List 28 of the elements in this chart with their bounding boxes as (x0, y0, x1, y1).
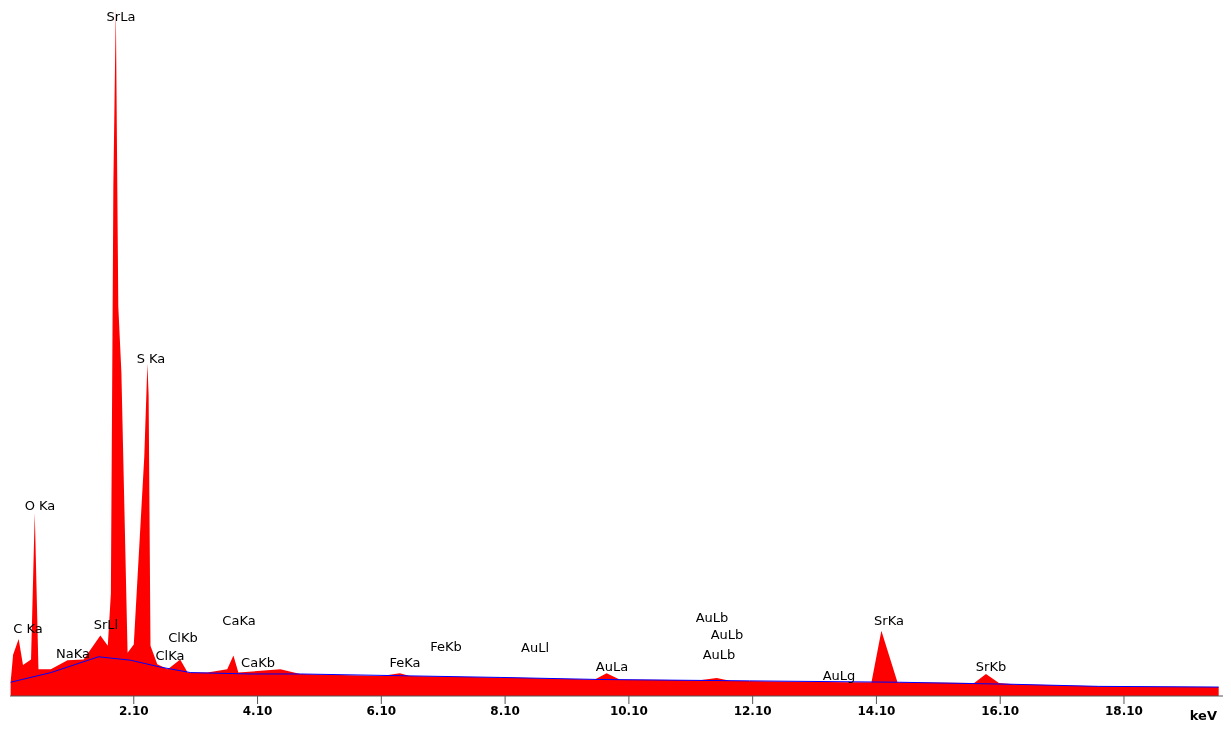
x-tick-label: 8.10 (490, 703, 520, 718)
annotation: AuLg (822, 668, 856, 683)
x-axis-title: keV (1189, 708, 1217, 723)
annotation: CaKa (222, 613, 256, 628)
x-tick-label: 18.10 (1105, 703, 1143, 718)
annotation: O Ka (24, 498, 56, 513)
annotation: AuLl (521, 640, 549, 655)
x-tick-label: 12.10 (733, 703, 772, 718)
x-tick-label: 2.10 (118, 703, 149, 718)
annotation: AuLa (595, 659, 629, 674)
x-tick-label: 16.10 (981, 703, 1020, 718)
x-tick-label: 6.10 (366, 703, 397, 718)
annotation: SrLa (106, 9, 136, 24)
annotation: FeKa (389, 655, 421, 670)
annotation: NaKa (56, 646, 90, 661)
x-tick-label: 14.10 (857, 703, 896, 718)
annotation: AuLb (695, 610, 729, 625)
annotation: AuLb (702, 647, 736, 662)
annotation: CaKb (241, 655, 275, 670)
x-tick-label: 4.10 (242, 703, 273, 718)
annotation: SrKb (975, 659, 1007, 674)
annotation: S Ka (136, 351, 166, 366)
annotation: ClKa (155, 648, 185, 663)
x-tick-label: 10.10 (609, 703, 648, 718)
annotation: AuLb (710, 627, 744, 642)
annotation: FeKb (430, 639, 462, 654)
annotation: SrKa (874, 613, 904, 628)
annotation: ClKb (168, 630, 198, 645)
